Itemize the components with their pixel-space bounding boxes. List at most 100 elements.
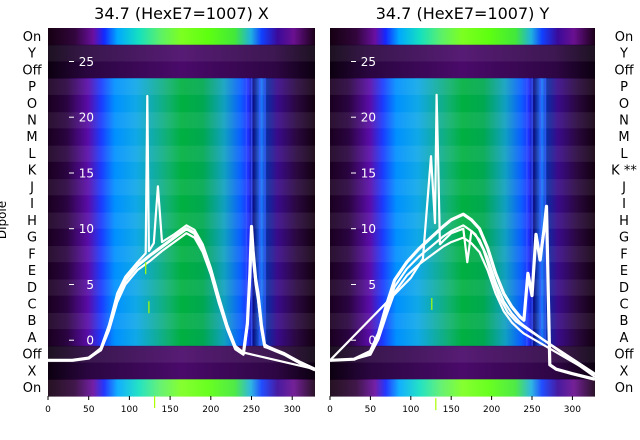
dipole-label: Y: [619, 47, 628, 62]
dipole-label: O: [619, 97, 629, 112]
heatmap-streak: [245, 78, 248, 346]
heatmap-streak: [250, 78, 253, 346]
dipole-label: D: [27, 281, 37, 296]
x-tick-label: 0: [327, 405, 333, 415]
dipole-label: H: [27, 214, 37, 229]
dipole-label: C: [27, 298, 36, 313]
heatmap-row: [330, 61, 595, 79]
dipole-label: K: [28, 164, 37, 179]
heatmap-row: [330, 111, 595, 129]
chart-panel-y: 0 5 10 15 20 25: [330, 28, 595, 411]
dipole-label: On: [23, 30, 41, 45]
heatmap-row: [330, 362, 595, 380]
heatmap-row: [330, 329, 595, 347]
series-group: [330, 93, 595, 381]
heatmap-row: [330, 128, 595, 146]
x-tick-label: 200: [483, 405, 500, 415]
heatmap-row: [330, 312, 595, 330]
series-group: [48, 94, 315, 372]
dipole-label: On: [615, 30, 633, 45]
y-tick-label: 25: [79, 55, 94, 69]
dipole-label: B: [28, 314, 37, 329]
heatmap-row: [330, 212, 595, 230]
dipole-label: K **: [611, 164, 637, 179]
y-tick-label: 25: [361, 55, 376, 69]
y-tick-label: 5: [86, 278, 94, 292]
dipole-label: L: [28, 147, 36, 162]
heatmap-row: [48, 195, 315, 213]
dipole-label: On: [615, 381, 633, 396]
dipole-label: M: [618, 130, 629, 145]
dipole-label: A: [28, 331, 37, 346]
heatmap-streak: [258, 78, 261, 346]
heatmap-row: [48, 28, 315, 46]
y-axis-label: Dipole: [0, 201, 9, 239]
heatmap-row: [330, 195, 595, 213]
dipole-label: O: [27, 97, 37, 112]
heatmap-row: [330, 345, 595, 364]
dipole-label: F: [620, 247, 627, 262]
dipole-label: Off: [22, 63, 42, 78]
heatmap-row: [330, 379, 595, 397]
heatmap-row: [48, 345, 315, 364]
x-tick-label: 200: [202, 405, 219, 415]
heatmap-row: [48, 362, 315, 380]
heatmap-row: [330, 78, 595, 96]
heatmap-row: [48, 44, 315, 63]
dipole-label: P: [620, 80, 628, 95]
dipole-label: J: [621, 180, 626, 195]
dipole-label: P: [28, 80, 36, 95]
x-tick-label: 100: [402, 405, 419, 415]
y-tick-label: 10: [361, 222, 376, 236]
heatmap-streak: [539, 78, 541, 346]
dipole-label: Off: [614, 63, 634, 78]
heatmap-row: [330, 245, 595, 263]
dipole-label: G: [27, 231, 37, 246]
series-line: [48, 232, 315, 372]
heatmap-row: [48, 178, 315, 196]
y-tick-label: 20: [79, 111, 94, 125]
dipole-label: J: [29, 180, 34, 195]
dipole-label: Y: [27, 47, 36, 62]
dipole-label: B: [620, 314, 629, 329]
heatmap-row: [48, 128, 315, 146]
y-tick-label: 10: [79, 222, 94, 236]
x-tick-label: 300: [284, 405, 301, 415]
x-tick-label: 50: [83, 405, 95, 415]
heatmap-row: [330, 94, 595, 113]
dipole-label: N: [27, 114, 37, 129]
x-tick-label: 250: [243, 405, 260, 415]
dipole-label: E: [28, 264, 36, 279]
heatmap-streak: [531, 78, 533, 346]
chart-title: 34.7 (HexE7=1007) X: [94, 4, 269, 23]
dipole-label: M: [26, 130, 37, 145]
heatmap-row: [330, 178, 595, 196]
heatmap-streak: [264, 78, 266, 346]
heatmap-row: [48, 145, 315, 163]
x-tick-label: 100: [121, 405, 138, 415]
dipole-label: I: [30, 197, 34, 212]
heatmap-row: [48, 78, 315, 96]
heatmap-row: [330, 44, 595, 63]
x-tick-label: 150: [443, 405, 460, 415]
dipole-label: D: [619, 281, 629, 296]
heatmap-row: [330, 262, 595, 280]
dipole-label: On: [23, 381, 41, 396]
dipole-label: N: [619, 114, 629, 129]
heatmap-row: [48, 61, 315, 79]
heatmap-row: [48, 329, 315, 347]
x-tick-label: 300: [564, 405, 581, 415]
heatmap-row: [48, 312, 315, 330]
heatmap-row: [330, 295, 595, 313]
series-line: [48, 94, 315, 371]
heatmap-row: [48, 262, 315, 280]
x-tick-label: 150: [162, 405, 179, 415]
chart-panel-x: 0 5 10 15 20 25: [48, 28, 315, 408]
dipole-label: Off: [22, 348, 42, 363]
heatmap-row: [48, 295, 315, 313]
heatmap-row: [48, 111, 315, 129]
heatmap-row: [48, 379, 315, 397]
dipole-label: X: [620, 364, 629, 379]
dipole-label: H: [619, 214, 629, 229]
